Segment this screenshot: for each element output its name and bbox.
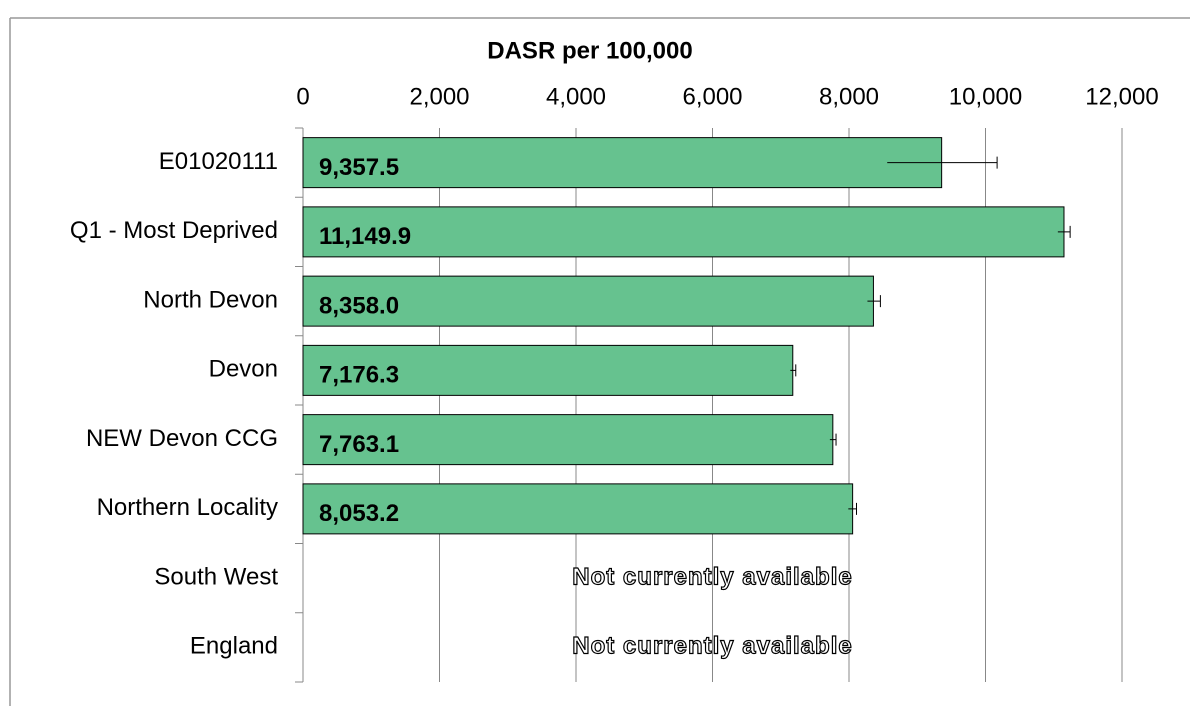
bar <box>302 483 854 535</box>
x-tick-label: 12,000 <box>1085 83 1158 110</box>
x-tick-label: 4,000 <box>546 83 606 110</box>
value-label: 7,763.1 <box>319 431 399 458</box>
y-tick-label: Northern Locality <box>97 494 278 521</box>
y-tick-label: NEW Devon CCG <box>86 425 278 452</box>
x-tick-label: 8,000 <box>819 83 879 110</box>
y-tick-label: South West <box>154 563 278 590</box>
value-label: 9,357.5 <box>319 154 399 181</box>
value-label: 11,149.9 <box>319 223 411 250</box>
value-label: 8,053.2 <box>319 500 399 527</box>
y-tick-label: Devon <box>209 356 278 383</box>
bar <box>302 137 943 189</box>
x-tick-label: 2,000 <box>409 83 469 110</box>
y-tick-label: Q1 - Most Deprived <box>70 217 278 244</box>
x-tick-label: 6,000 <box>682 83 742 110</box>
bar <box>302 414 834 466</box>
value-label: 8,358.0 <box>319 292 399 319</box>
x-tick-label: 10,000 <box>949 83 1022 110</box>
chart-title: DASR per 100,000 <box>487 37 692 64</box>
x-tick-label: 0 <box>296 83 309 110</box>
value-label: Not currently available <box>572 633 852 660</box>
y-tick-label: North Devon <box>143 286 278 313</box>
bar <box>302 275 874 327</box>
bar <box>302 206 1065 258</box>
value-label: Not currently available <box>572 563 852 590</box>
y-tick-label: E01020111 <box>159 148 278 175</box>
value-label: 7,176.3 <box>319 362 399 389</box>
bar <box>302 344 794 396</box>
y-tick-label: England <box>190 633 278 660</box>
